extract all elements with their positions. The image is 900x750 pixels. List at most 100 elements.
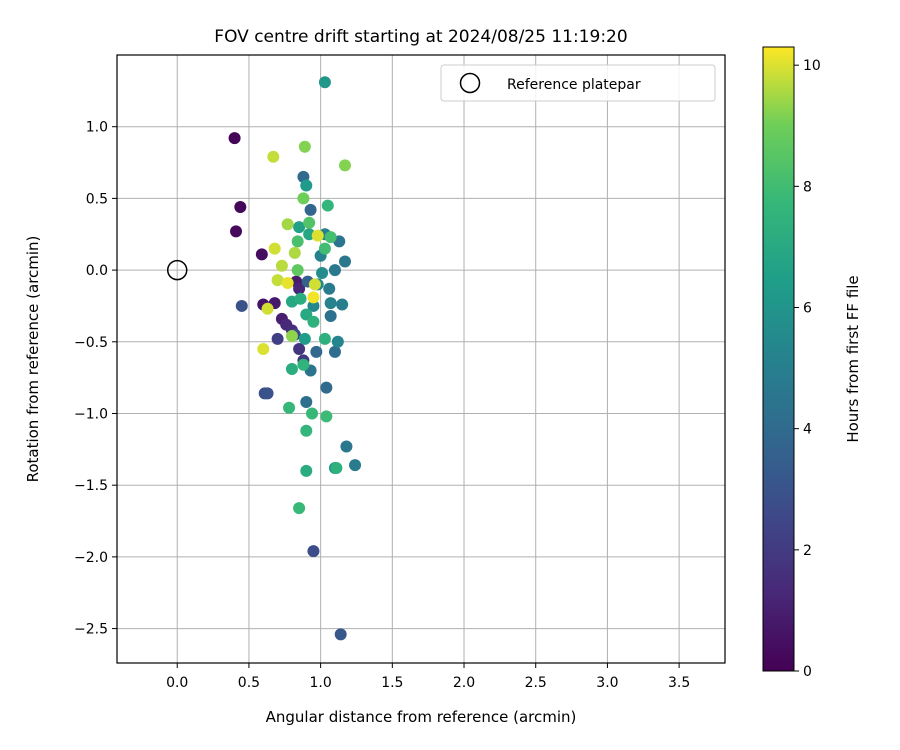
colorbar-tick-label: 8 [803, 179, 812, 195]
scatter-point [349, 459, 362, 472]
x-tick-label: 3.5 [668, 675, 690, 691]
x-tick-label: 1.5 [381, 675, 403, 691]
scatter-point [271, 274, 284, 287]
scatter-point [283, 401, 296, 414]
x-tick-label: 1.0 [309, 675, 331, 691]
scatter-point [297, 358, 310, 371]
scatter-point [308, 278, 321, 291]
x-tick-label: 0.0 [166, 675, 188, 691]
x-tick-label: 2.5 [525, 675, 547, 691]
reference-marker [166, 259, 188, 281]
x-tick-label: 2.0 [453, 675, 475, 691]
scatter-point [255, 248, 268, 261]
scatter-point [328, 345, 341, 358]
scatter-point [336, 298, 349, 311]
colorbar-tick-label: 4 [803, 422, 812, 438]
scatter-point [311, 229, 324, 242]
x-axis-label: Angular distance from reference (arcmin) [266, 708, 577, 726]
scatter-point [307, 545, 320, 558]
scatter-point [307, 299, 320, 312]
scatter-point [331, 335, 344, 348]
legend-marker-icon [459, 72, 481, 94]
scatter-point [297, 192, 310, 205]
scatter-point [304, 203, 317, 216]
colorbar-tick-label: 0 [803, 664, 812, 680]
scatter-point [285, 330, 298, 343]
scatter-point [298, 332, 311, 345]
scatter-point [307, 291, 320, 304]
scatter-point [324, 231, 337, 244]
scatter-point [294, 292, 307, 305]
scatter-point [323, 282, 336, 295]
scatter-point [275, 259, 288, 272]
colorbar-gradient [762, 46, 795, 672]
scatter-point [340, 440, 353, 453]
y-tick-label: −2.0 [74, 550, 108, 566]
scatter-point [300, 424, 313, 437]
colorbar-label: Hours from first FF file [844, 275, 862, 442]
scatter-point [293, 502, 306, 515]
scatter-point [330, 461, 343, 474]
y-tick-label: −2.5 [74, 622, 108, 638]
scatter-point [257, 342, 270, 355]
scatter-point [334, 628, 347, 641]
scatter-point [230, 225, 243, 238]
colorbar-ticks: 0 2 4 6 8 10 [794, 58, 821, 680]
scatter-point [303, 216, 316, 229]
scatter-point [316, 266, 329, 279]
data-points [228, 76, 362, 641]
scatter-point [321, 199, 334, 212]
scatter-point [300, 464, 313, 477]
scatter-point [310, 345, 323, 358]
y-tick-label: −1.5 [74, 478, 108, 494]
y-tick-label: 0.5 [86, 191, 108, 207]
y-axis-label: Rotation from reference (arcmin) [24, 236, 42, 483]
x-tick-label: 0.5 [238, 675, 260, 691]
scatter-point [300, 396, 313, 409]
y-tick-label: −0.5 [74, 335, 108, 351]
grid-lines [117, 55, 725, 663]
scatter-point [307, 315, 320, 328]
colorbar: 0 2 4 6 8 10 Hours from first FF file [762, 46, 862, 680]
scatter-point [271, 332, 284, 345]
colorbar-tick-label: 10 [803, 58, 821, 74]
scatter-point [293, 282, 306, 295]
scatter-point [320, 410, 333, 423]
scatter-point [339, 159, 351, 172]
scatter-point [285, 363, 298, 376]
scatter-point [318, 332, 331, 345]
scatter-point [234, 201, 247, 213]
scatter-point [281, 277, 294, 289]
y-tick-label: 1.0 [86, 120, 108, 136]
legend-box [440, 64, 716, 102]
scatter-point [235, 299, 248, 312]
scatter-point [261, 387, 274, 400]
scatter-point [293, 221, 306, 234]
legend-label: Reference platepar [507, 77, 641, 93]
scatter-point [306, 407, 319, 420]
scatter-point [293, 342, 306, 355]
scatter-point [268, 242, 281, 255]
scatter-point [339, 255, 351, 268]
plot-frame [116, 54, 726, 664]
colorbar-tick-label: 6 [803, 301, 812, 317]
scatter-point [328, 264, 341, 277]
legend: Reference platepar [440, 64, 716, 102]
y-tick-label: 0.0 [86, 263, 108, 279]
x-axis-ticks: 0.0 0.5 1.0 1.5 2.0 2.5 3.0 3.5 [166, 663, 690, 691]
scatter-point [318, 242, 331, 255]
y-tick-label: −1.0 [74, 406, 108, 422]
colorbar-tick-label: 2 [803, 543, 812, 559]
scatter-point [267, 150, 280, 163]
scatter-point [318, 76, 331, 89]
scatter-point [228, 132, 241, 145]
scatter-point [261, 302, 274, 315]
scatter-point [298, 140, 311, 153]
scatter-point [324, 309, 337, 322]
scatter-point [300, 179, 313, 192]
scatter-point [320, 381, 333, 394]
scatter-point [291, 264, 304, 277]
scatter-point [291, 235, 304, 248]
